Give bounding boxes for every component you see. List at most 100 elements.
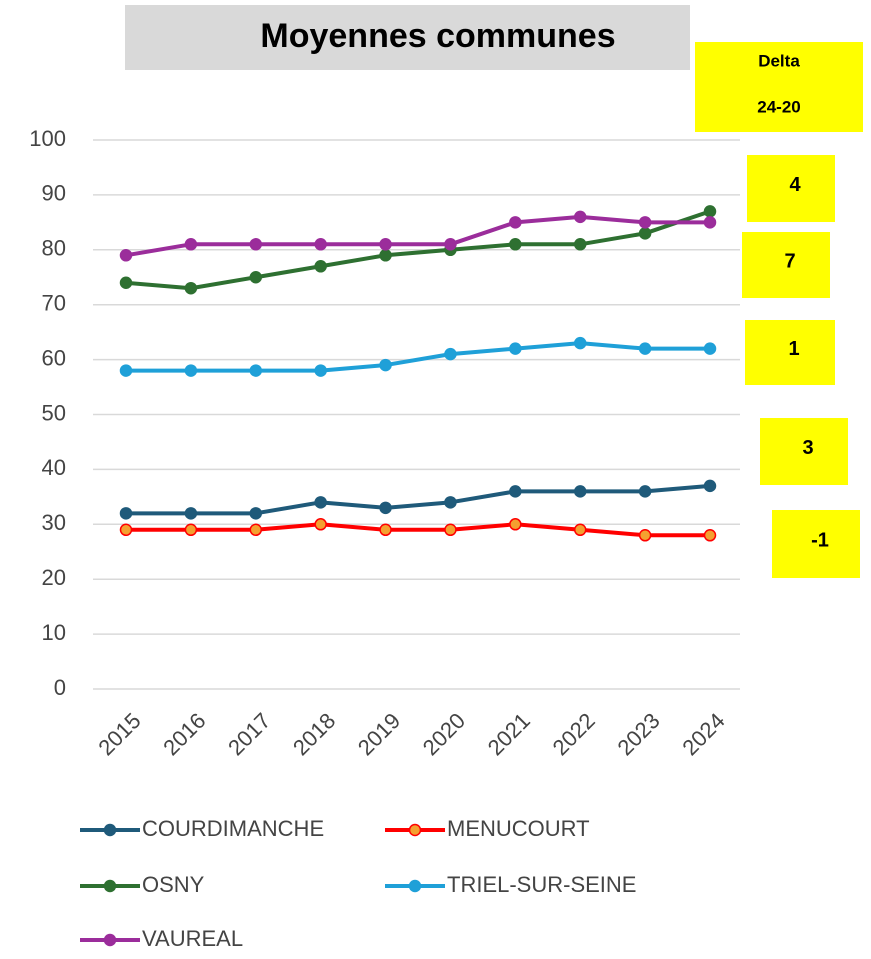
legend-label: COURDIMANCHE (142, 816, 324, 841)
marker (184, 523, 198, 537)
marker (119, 276, 133, 289)
marker (509, 238, 522, 251)
marker (249, 507, 263, 520)
legend-label: VAUREAL (142, 926, 243, 951)
marker (573, 485, 587, 498)
y-tick-label: 40 (42, 455, 66, 480)
marker (444, 347, 457, 361)
delta-label: 3 (802, 437, 813, 459)
x-tick-label: 2020 (418, 708, 470, 760)
marker (249, 364, 263, 377)
x-tick-label: 2018 (288, 708, 340, 760)
delta-box (760, 418, 848, 485)
delta-box (745, 320, 835, 385)
y-tick-label: 10 (42, 620, 66, 645)
delta-title: Delta (758, 51, 800, 70)
marker (638, 342, 652, 355)
y-tick-label: 80 (42, 236, 66, 261)
series-line (126, 483, 711, 516)
marker (703, 205, 717, 218)
series-line (125, 209, 711, 291)
marker (509, 216, 522, 229)
chart-title: Moyennes communes (260, 17, 615, 55)
marker (184, 507, 198, 520)
legend-marker (103, 933, 117, 947)
marker (509, 342, 522, 355)
series-line (126, 522, 710, 538)
marker (314, 496, 327, 509)
marker (573, 523, 587, 537)
x-tick-label: 2015 (93, 708, 145, 760)
marker (703, 479, 717, 493)
delta-header-box (695, 42, 863, 132)
title-box (125, 5, 690, 70)
marker (638, 485, 652, 498)
marker (249, 523, 263, 537)
legend-label: MENUCOURT (447, 816, 590, 841)
marker (638, 529, 652, 542)
y-tick-label: 20 (42, 565, 66, 590)
marker (703, 342, 717, 355)
y-tick-label: 70 (42, 291, 66, 316)
y-tick-label: 100 (29, 126, 66, 151)
marker (184, 364, 198, 377)
marker (379, 249, 392, 262)
marker (573, 336, 587, 350)
marker (509, 485, 522, 498)
delta-box (742, 232, 830, 298)
x-tick-label: 2017 (223, 708, 275, 760)
series-line (125, 214, 710, 258)
marker (573, 238, 587, 251)
marker (444, 523, 457, 537)
marker (119, 249, 133, 262)
marker (638, 227, 652, 240)
marker (703, 216, 717, 229)
marker (184, 238, 198, 251)
marker (119, 523, 133, 537)
marker (314, 518, 327, 531)
legend-marker (103, 823, 117, 837)
delta-box (772, 510, 860, 578)
marker (509, 518, 522, 531)
delta-box (747, 155, 835, 222)
legend-marker (103, 879, 117, 893)
legend-marker (408, 823, 422, 837)
marker (379, 501, 392, 515)
y-tick-label: 60 (42, 345, 66, 370)
x-tick-label: 2022 (548, 708, 600, 760)
marker (444, 496, 457, 509)
y-tick-label: 0 (54, 675, 66, 700)
delta-subtitle: 24-20 (757, 97, 800, 116)
y-tick-label: 90 (42, 181, 66, 206)
marker (119, 507, 133, 520)
marker (379, 523, 392, 537)
marker (379, 358, 392, 372)
legend-label: TRIEL-SUR-SEINE (447, 872, 636, 897)
marker (184, 281, 198, 295)
y-tick-label: 50 (42, 400, 66, 425)
marker (314, 260, 327, 273)
legend-label: OSNY (142, 872, 205, 897)
x-tick-label: 2016 (158, 708, 210, 760)
marker (249, 238, 263, 251)
marker (314, 364, 327, 377)
delta-label: 1 (788, 338, 799, 360)
marker (444, 238, 457, 251)
marker (573, 210, 587, 224)
x-tick-label: 2019 (353, 708, 405, 760)
marker (703, 529, 717, 542)
x-tick-label: 2021 (483, 708, 535, 760)
marker (638, 216, 652, 229)
x-tick-label: 2023 (612, 708, 664, 760)
delta-label: -1 (811, 529, 829, 551)
series-line (126, 341, 710, 373)
delta-label: 4 (789, 174, 801, 196)
marker (119, 364, 133, 377)
marker (249, 271, 263, 284)
marker (314, 238, 327, 251)
x-tick-label: 2024 (677, 708, 729, 760)
legend-marker (408, 879, 422, 893)
marker (379, 238, 392, 251)
y-tick-label: 30 (42, 510, 66, 535)
